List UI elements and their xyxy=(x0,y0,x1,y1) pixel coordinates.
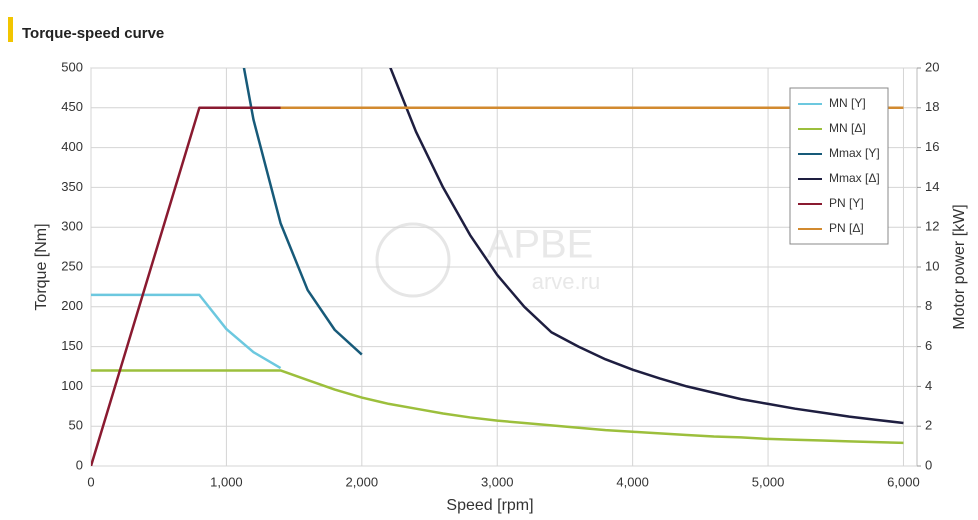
line-series xyxy=(242,68,363,356)
x-tick-label: 5,000 xyxy=(752,474,785,489)
y2-tick-label: 4 xyxy=(925,378,932,393)
x-tick-label: 4,000 xyxy=(616,474,649,489)
legend-label: MN [Y] xyxy=(829,96,866,110)
line-series xyxy=(389,68,904,425)
watermark: arve.ru xyxy=(532,269,600,294)
y2-tick-label: 16 xyxy=(925,139,939,154)
legend-label: MN [Δ] xyxy=(829,121,866,135)
chart-title: Torque-speed curve xyxy=(22,25,164,42)
y-tick-label: 350 xyxy=(61,179,83,194)
y2-axis-title: Motor power [kW] xyxy=(951,204,968,329)
y2-tick-label: 12 xyxy=(925,219,939,234)
x-tick-label: 3,000 xyxy=(481,474,514,489)
y-tick-label: 150 xyxy=(61,338,83,353)
legend xyxy=(789,87,889,245)
line-series xyxy=(91,293,282,370)
legend-label: PN [Y] xyxy=(829,196,864,210)
line-series xyxy=(91,369,904,445)
y-tick-label: 200 xyxy=(61,298,83,313)
y2-tick-label: 6 xyxy=(925,338,932,353)
x-tick-label: 0 xyxy=(87,474,94,489)
y2-tick-label: 18 xyxy=(925,99,939,114)
legend-label: Mmax [Y] xyxy=(829,146,880,160)
x-tick-label: 1,000 xyxy=(210,474,243,489)
y2-tick-label: 2 xyxy=(925,418,932,433)
y2-tick-label: 8 xyxy=(925,298,932,313)
y-tick-label: 100 xyxy=(61,378,83,393)
legend-label: Mmax [Δ] xyxy=(829,171,880,185)
y-tick-label: 400 xyxy=(61,139,83,154)
y2-tick-label: 10 xyxy=(925,258,939,273)
watermark: АРВЕ xyxy=(487,223,594,267)
y-tick-label: 50 xyxy=(69,418,83,433)
x-tick-label: 2,000 xyxy=(346,474,379,489)
y-tick-label: 300 xyxy=(61,219,83,234)
x-axis-title: Speed [rpm] xyxy=(446,497,533,514)
y2-tick-label: 14 xyxy=(925,179,939,194)
y-tick-label: 450 xyxy=(61,99,83,114)
y-tick-label: 0 xyxy=(76,457,83,472)
y-tick-label: 500 xyxy=(61,59,83,74)
y-axis-title: Torque [Nm] xyxy=(33,223,50,310)
y2-tick-label: 0 xyxy=(925,457,932,472)
title-marker xyxy=(8,17,13,42)
legend-label: PN [Δ] xyxy=(829,221,864,235)
watermark-logo xyxy=(375,222,451,298)
y-tick-label: 250 xyxy=(61,258,83,273)
y2-tick-label: 20 xyxy=(925,59,939,74)
x-tick-label: 6,000 xyxy=(887,474,920,489)
